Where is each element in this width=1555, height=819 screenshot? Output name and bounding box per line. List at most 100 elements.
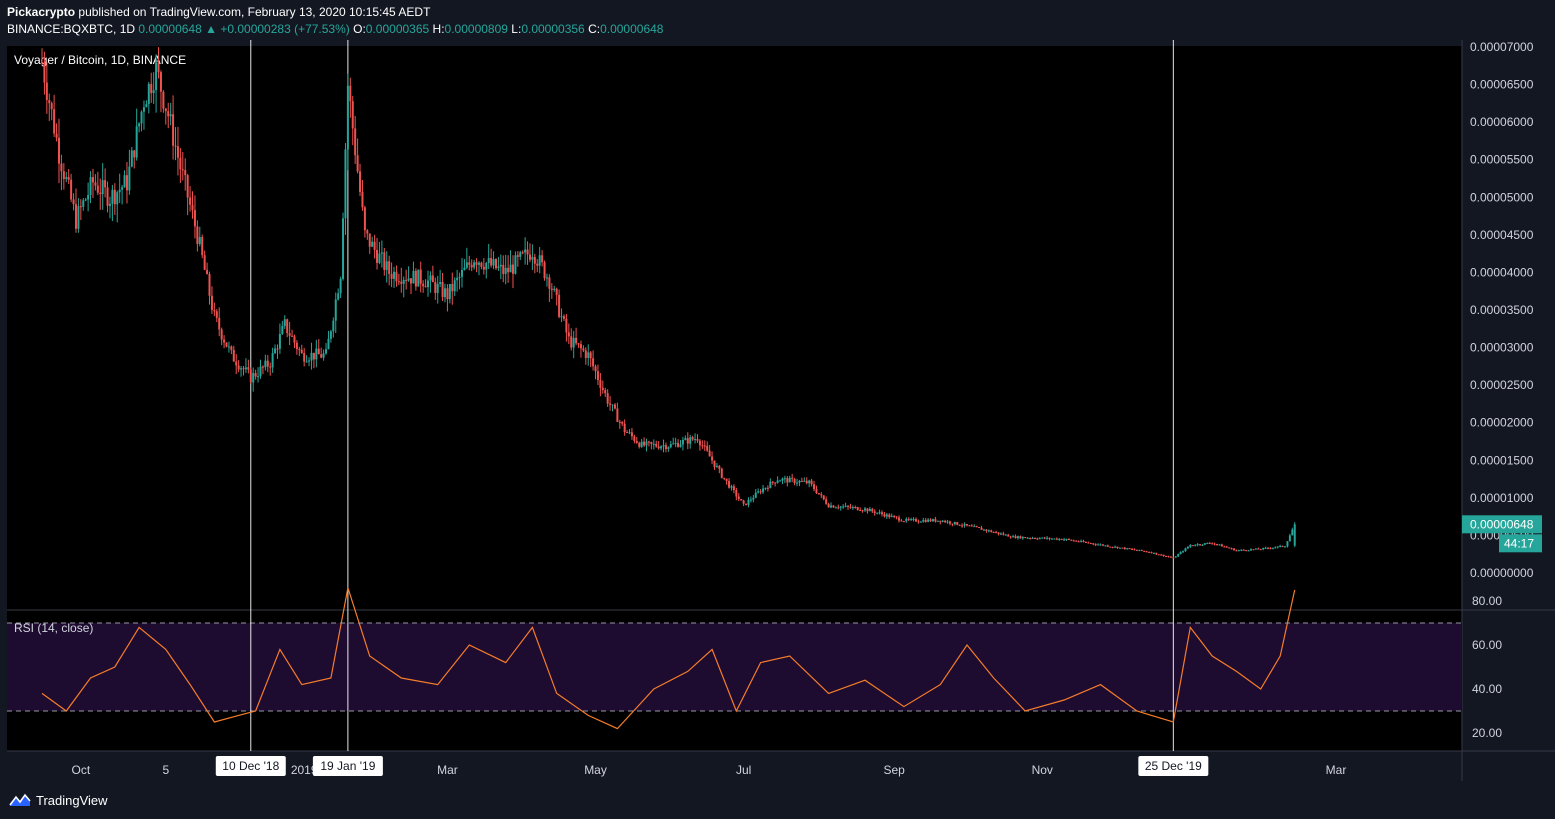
candle-body bbox=[1165, 556, 1168, 558]
candle-body bbox=[1016, 536, 1019, 539]
time-axis[interactable]: Oct 5 2019 Mar May Jul Sep Nov Mar bbox=[71, 763, 1346, 777]
tradingview-logo-icon bbox=[9, 793, 31, 806]
candle-body bbox=[210, 295, 213, 310]
publisher-name[interactable]: Pickacrypto bbox=[7, 5, 76, 19]
candle-body bbox=[720, 468, 723, 478]
candle-body bbox=[931, 519, 934, 522]
rsi-tick-label: 40.00 bbox=[1472, 682, 1502, 696]
candle-body bbox=[417, 269, 420, 287]
candle-body bbox=[1213, 543, 1216, 545]
countdown-badge bbox=[1499, 534, 1542, 553]
candle-body bbox=[946, 521, 949, 523]
price-chart[interactable]: 0.00007000 0.00006500 0.00006000 0.00005500… bbox=[0, 40, 1555, 781]
candle-body bbox=[929, 519, 932, 522]
candle-body bbox=[939, 520, 942, 522]
candle-body bbox=[507, 267, 510, 273]
candle-body bbox=[60, 163, 63, 172]
candle-body bbox=[94, 182, 97, 186]
candle-body bbox=[1033, 537, 1036, 539]
candle-body bbox=[613, 404, 616, 409]
candle-body bbox=[638, 442, 641, 447]
candle-body bbox=[502, 264, 505, 274]
candle-body bbox=[645, 441, 648, 446]
price-tick-label: 0.00002500 bbox=[1470, 378, 1534, 392]
candle-body bbox=[402, 279, 405, 284]
candle-body bbox=[579, 344, 582, 349]
candle-body bbox=[1148, 551, 1151, 553]
price-tick-label: 0.00000000 bbox=[1470, 566, 1534, 580]
open-label: O: bbox=[353, 22, 366, 36]
candle-body bbox=[397, 281, 400, 283]
candle-body bbox=[325, 349, 328, 354]
candle-body bbox=[351, 101, 354, 129]
candle-body bbox=[1177, 554, 1180, 557]
candle-body bbox=[380, 252, 383, 254]
candle-body bbox=[244, 367, 247, 370]
candle-body bbox=[774, 482, 777, 484]
candle-body bbox=[295, 342, 298, 350]
time-tick-label: Mar bbox=[437, 763, 458, 777]
candle-body bbox=[1281, 545, 1284, 547]
candle-body bbox=[1264, 547, 1267, 549]
candle-body bbox=[463, 267, 466, 270]
candle-body bbox=[494, 259, 497, 269]
candle-body bbox=[1058, 538, 1061, 540]
candle-body bbox=[861, 510, 864, 512]
candle-body bbox=[176, 146, 179, 158]
candle-body bbox=[669, 444, 672, 448]
candle-body bbox=[308, 360, 311, 362]
candle-body bbox=[798, 480, 801, 483]
candle-body bbox=[609, 403, 612, 405]
candle-body bbox=[800, 480, 803, 482]
candle-body bbox=[1055, 538, 1058, 540]
candle-body bbox=[1070, 539, 1073, 541]
candle-body bbox=[1121, 547, 1124, 549]
candle-body bbox=[240, 368, 243, 370]
candle-body bbox=[805, 480, 808, 484]
candle-body bbox=[123, 175, 126, 188]
candle-body bbox=[288, 333, 291, 336]
symbol-label[interactable]: BINANCE:BQXBTC, 1D bbox=[7, 22, 136, 36]
candle-body bbox=[1284, 546, 1287, 548]
tradingview-brand[interactable]: TradingView bbox=[8, 792, 108, 808]
candle-body bbox=[252, 373, 255, 383]
time-tick-label: Oct bbox=[71, 763, 90, 777]
candle-body bbox=[346, 85, 349, 150]
candle-body bbox=[1235, 550, 1238, 552]
candle-body bbox=[473, 262, 476, 268]
candle-body bbox=[856, 507, 859, 511]
candle-body bbox=[113, 189, 116, 205]
candle-body bbox=[900, 520, 903, 522]
candle-body bbox=[378, 253, 381, 263]
price-tick-label: 0.00003500 bbox=[1470, 303, 1534, 317]
candle-body bbox=[1101, 544, 1104, 546]
candle-body bbox=[201, 237, 204, 256]
candle-body bbox=[783, 478, 786, 480]
candle-body bbox=[902, 521, 905, 523]
candle-body bbox=[436, 283, 439, 293]
candle-body bbox=[468, 262, 471, 265]
candle-body bbox=[242, 368, 245, 370]
candle-body bbox=[859, 510, 862, 512]
candle-body bbox=[259, 366, 262, 377]
rsi-tick-label: 60.00 bbox=[1472, 638, 1502, 652]
candle-body bbox=[434, 282, 437, 293]
candle-body bbox=[866, 508, 869, 512]
candle-body bbox=[696, 439, 699, 441]
candle-body bbox=[842, 506, 845, 508]
candle-body bbox=[1257, 548, 1260, 550]
candle-body bbox=[594, 366, 597, 372]
candle-body bbox=[749, 499, 752, 501]
candle-body bbox=[159, 72, 162, 92]
candle-body bbox=[315, 348, 318, 360]
candle-body bbox=[300, 349, 303, 353]
candle-body bbox=[198, 237, 201, 244]
candle-body bbox=[368, 233, 371, 247]
candle-body bbox=[987, 530, 990, 532]
price-axis[interactable]: 0.00007000 0.00006500 0.00006000 0.00005500… bbox=[1470, 40, 1534, 580]
candle-body bbox=[257, 376, 260, 378]
candle-body bbox=[1114, 546, 1117, 548]
candle-body bbox=[562, 316, 565, 319]
candle-body bbox=[524, 249, 527, 253]
candle-body bbox=[50, 103, 53, 110]
